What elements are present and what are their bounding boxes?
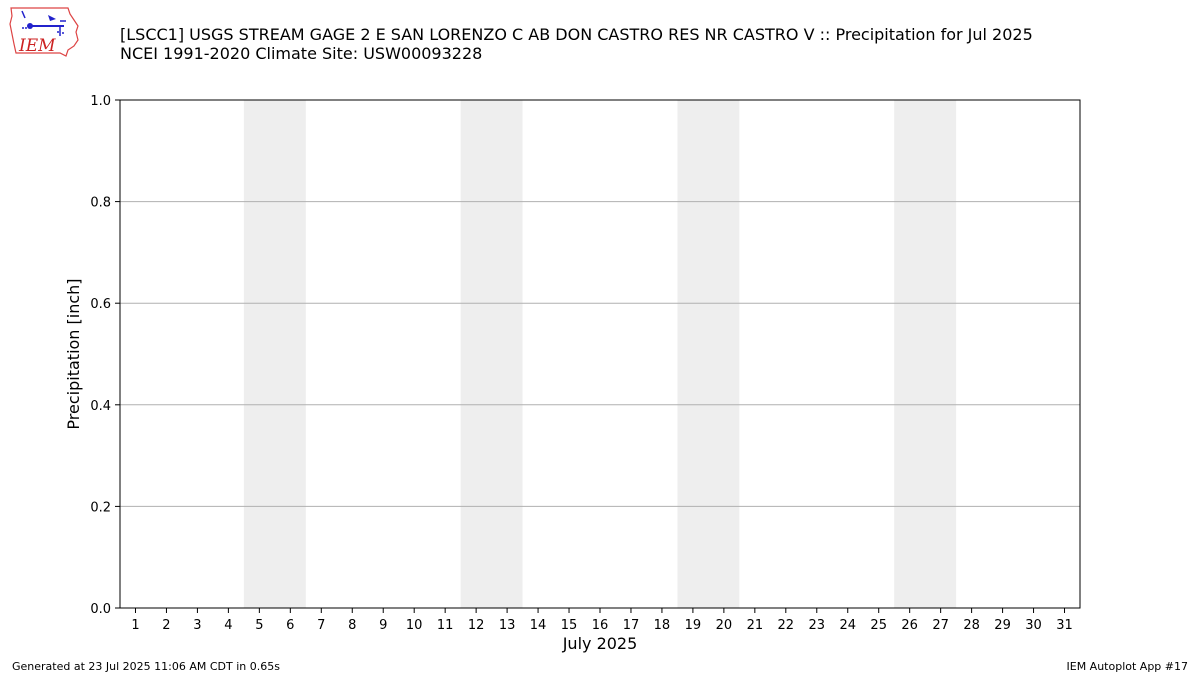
x-tick-label: 3 <box>193 618 201 633</box>
x-tick-label: 22 <box>778 618 795 633</box>
y-tick-label: 0.4 <box>90 399 111 414</box>
y-tick-label: 1.0 <box>90 94 111 109</box>
generated-timestamp: Generated at 23 Jul 2025 11:06 AM CDT in… <box>12 660 280 673</box>
chart-title-line2: NCEI 1991-2020 Climate Site: USW00093228 <box>120 44 483 63</box>
x-tick-label: 13 <box>499 618 516 633</box>
x-tick-label: 28 <box>963 618 980 633</box>
iowa-state-weather-logo-icon: IEM <box>9 7 79 57</box>
x-tick-label: 7 <box>317 618 325 633</box>
gridlines <box>120 201 1080 507</box>
x-tick-label: 6 <box>286 618 294 633</box>
weekend-band <box>243 100 306 608</box>
iem-logo: IEM <box>8 6 82 64</box>
x-tick-label: 8 <box>348 618 356 633</box>
y-tick-label: 0.6 <box>90 297 111 312</box>
x-tick-label: 25 <box>870 618 887 633</box>
app-credit: IEM Autoplot App #17 <box>1066 660 1189 673</box>
chart-title-line1: [LSCC1] USGS STREAM GAGE 2 E SAN LORENZO… <box>120 25 1033 44</box>
x-tick-label: 1 <box>131 618 139 633</box>
x-tick-label: 21 <box>747 618 764 633</box>
x-tick-label: 9 <box>379 618 387 633</box>
x-tick-label: 27 <box>932 618 949 633</box>
y-axis-ticks: 0.0 0.2 0.4 0.6 0.8 1.0 <box>90 94 120 617</box>
y-tick-label: 0.8 <box>90 196 111 211</box>
x-tick-label: 17 <box>623 618 640 633</box>
logo-text: IEM <box>18 36 56 56</box>
y-tick-label: 0.2 <box>90 500 111 515</box>
x-tick-label: 16 <box>592 618 609 633</box>
weekend-band <box>894 100 957 608</box>
weekend-band <box>460 100 523 608</box>
x-tick-label: 18 <box>654 618 671 633</box>
weekend-bands <box>243 100 957 608</box>
weekend-band <box>677 100 740 608</box>
x-tick-label: 11 <box>437 618 454 633</box>
x-tick-label: 20 <box>716 618 733 633</box>
x-tick-label: 24 <box>839 618 856 633</box>
x-tick-label: 26 <box>901 618 918 633</box>
x-tick-label: 30 <box>1025 618 1042 633</box>
x-tick-label: 14 <box>530 618 547 633</box>
x-axis-ticks: 1 2 3 4 5 6 7 8 9 10 11 12 13 14 15 16 17 18 19 20 21 22 23 24 2… <box>131 608 1073 633</box>
y-axis-label: Precipitation [inch] <box>64 278 83 429</box>
y-tick-label: 0.0 <box>90 602 111 617</box>
x-tick-label: 15 <box>561 618 578 633</box>
x-tick-label: 2 <box>162 618 170 633</box>
x-tick-label: 19 <box>685 618 702 633</box>
x-axis-label: July 2025 <box>562 634 638 653</box>
x-tick-label: 4 <box>224 618 232 633</box>
x-tick-label: 31 <box>1056 618 1073 633</box>
x-tick-label: 10 <box>406 618 423 633</box>
x-tick-label: 12 <box>468 618 485 633</box>
x-tick-label: 23 <box>809 618 826 633</box>
x-tick-label: 5 <box>255 618 263 633</box>
x-tick-label: 29 <box>994 618 1011 633</box>
